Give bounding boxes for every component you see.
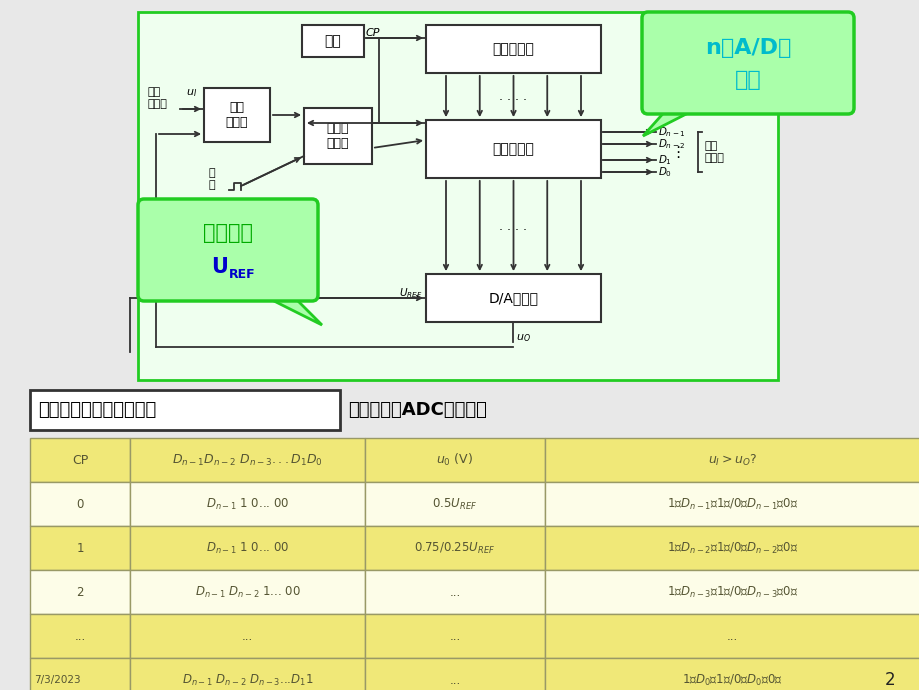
Text: 电路由启动脉冲启动后：: 电路由启动脉冲启动后：: [38, 401, 156, 419]
FancyBboxPatch shape: [544, 614, 919, 658]
FancyBboxPatch shape: [138, 199, 318, 301]
FancyBboxPatch shape: [30, 526, 130, 570]
Text: 数字
量输出: 数字 量输出: [704, 141, 724, 163]
FancyBboxPatch shape: [365, 482, 544, 526]
Text: 1（$D_{n-1}$为1）/0（$D_{n-1}$为0）: 1（$D_{n-1}$为1）/0（$D_{n-1}$为0）: [666, 496, 797, 511]
FancyBboxPatch shape: [303, 108, 371, 164]
Text: 1: 1: [76, 542, 84, 555]
FancyBboxPatch shape: [30, 658, 130, 690]
FancyBboxPatch shape: [365, 614, 544, 658]
FancyBboxPatch shape: [641, 12, 853, 114]
FancyBboxPatch shape: [544, 438, 919, 482]
Text: $D_{n-1}$: $D_{n-1}$: [657, 125, 685, 139]
Text: 电压
比较器: 电压 比较器: [225, 101, 248, 129]
FancyBboxPatch shape: [130, 526, 365, 570]
Text: $D_{n-1}$ 1 0... 00: $D_{n-1}$ 1 0... 00: [206, 496, 289, 511]
FancyBboxPatch shape: [130, 438, 365, 482]
FancyBboxPatch shape: [130, 482, 365, 526]
FancyBboxPatch shape: [30, 482, 130, 526]
Text: U: U: [211, 257, 228, 277]
Text: 2: 2: [76, 586, 84, 598]
Text: 7/3/2023: 7/3/2023: [34, 675, 81, 685]
Text: ...: ...: [74, 629, 85, 642]
Text: $D_{n-2}$: $D_{n-2}$: [657, 137, 685, 151]
Polygon shape: [642, 108, 698, 136]
Text: $u_O$: $u_O$: [516, 332, 531, 344]
Text: $D_1$: $D_1$: [657, 153, 671, 167]
Text: ...: ...: [448, 586, 460, 598]
Text: $D_{n-1}$ $D_{n-2}$ 1... 00: $D_{n-1}$ $D_{n-2}$ 1... 00: [194, 584, 301, 600]
Text: CP: CP: [366, 28, 380, 38]
Text: ...: ...: [242, 629, 253, 642]
Text: $0.75/0.25U_{REF}$: $0.75/0.25U_{REF}$: [414, 540, 495, 555]
Text: 模拟
量输入: 模拟 量输入: [148, 87, 167, 109]
Text: . . . .: . . . .: [499, 219, 527, 233]
FancyBboxPatch shape: [130, 658, 365, 690]
FancyBboxPatch shape: [365, 526, 544, 570]
FancyBboxPatch shape: [130, 614, 365, 658]
FancyBboxPatch shape: [30, 390, 340, 430]
Text: ...: ...: [448, 629, 460, 642]
Text: 数据寄存器: 数据寄存器: [492, 142, 534, 156]
FancyBboxPatch shape: [365, 658, 544, 690]
FancyBboxPatch shape: [544, 658, 919, 690]
Text: $u_0$ (V): $u_0$ (V): [436, 452, 473, 468]
FancyBboxPatch shape: [301, 25, 364, 57]
Text: $D_{n-1}$ 1 0... 00: $D_{n-1}$ 1 0... 00: [206, 540, 289, 555]
Text: 逐次逼近型ADC电路框图: 逐次逼近型ADC电路框图: [347, 401, 486, 419]
Text: 时钟: 时钟: [324, 34, 341, 48]
Text: 移位寄存器: 移位寄存器: [492, 42, 534, 56]
FancyBboxPatch shape: [425, 120, 600, 178]
Text: 控制逻
辑电路: 控制逻 辑电路: [326, 122, 349, 150]
FancyBboxPatch shape: [544, 526, 919, 570]
Text: ...: ...: [726, 629, 737, 642]
Text: CP: CP: [72, 453, 88, 466]
FancyBboxPatch shape: [30, 438, 130, 482]
Text: ⋮: ⋮: [670, 144, 685, 159]
Text: 2: 2: [884, 671, 894, 689]
FancyBboxPatch shape: [544, 570, 919, 614]
Text: ...: ...: [448, 673, 460, 687]
Text: . . . .: . . . .: [499, 90, 527, 103]
Text: $u_I$: $u_I$: [186, 87, 197, 99]
Text: 换器: 换器: [734, 70, 761, 90]
Text: REF: REF: [229, 268, 255, 282]
Text: 1（$D_{n-3}$为1）/0（$D_{n-3}$为0）: 1（$D_{n-3}$为1）/0（$D_{n-3}$为0）: [666, 584, 797, 600]
Text: $D_{n-1}D_{n-2}$ $D_{n-3}...D_1D_0$: $D_{n-1}D_{n-2}$ $D_{n-3}...D_1D_0$: [172, 453, 323, 468]
FancyBboxPatch shape: [138, 12, 777, 380]
Polygon shape: [262, 295, 322, 325]
FancyBboxPatch shape: [30, 570, 130, 614]
FancyBboxPatch shape: [365, 438, 544, 482]
Text: n位A/D转: n位A/D转: [704, 38, 790, 58]
Text: $U_{REF}$: $U_{REF}$: [398, 286, 422, 300]
Text: D/A转换器: D/A转换器: [488, 291, 538, 305]
Text: $0.5U_{REF}$: $0.5U_{REF}$: [432, 496, 477, 511]
Text: $D_{n-1}$ $D_{n-2}$ $D_{n-3}$...$D_1$1: $D_{n-1}$ $D_{n-2}$ $D_{n-3}$...$D_1$1: [182, 673, 312, 687]
FancyBboxPatch shape: [365, 570, 544, 614]
FancyBboxPatch shape: [425, 274, 600, 322]
FancyBboxPatch shape: [204, 88, 269, 142]
Text: 0: 0: [76, 497, 84, 511]
FancyBboxPatch shape: [30, 614, 130, 658]
Text: $D_0$: $D_0$: [657, 165, 672, 179]
Text: $u_I>u_O$?: $u_I>u_O$?: [708, 453, 756, 468]
Text: 1（$D_{n-2}$为1）/0（$D_{n-2}$为0）: 1（$D_{n-2}$为1）/0（$D_{n-2}$为0）: [666, 540, 797, 555]
Text: 基准电压: 基准电压: [203, 223, 253, 243]
FancyBboxPatch shape: [130, 570, 365, 614]
Text: 启
动: 启 动: [209, 168, 215, 190]
FancyBboxPatch shape: [425, 25, 600, 73]
FancyBboxPatch shape: [544, 482, 919, 526]
Text: 1（$D_0$为1）/0（$D_0$为0）: 1（$D_0$为1）/0（$D_0$为0）: [682, 673, 782, 687]
